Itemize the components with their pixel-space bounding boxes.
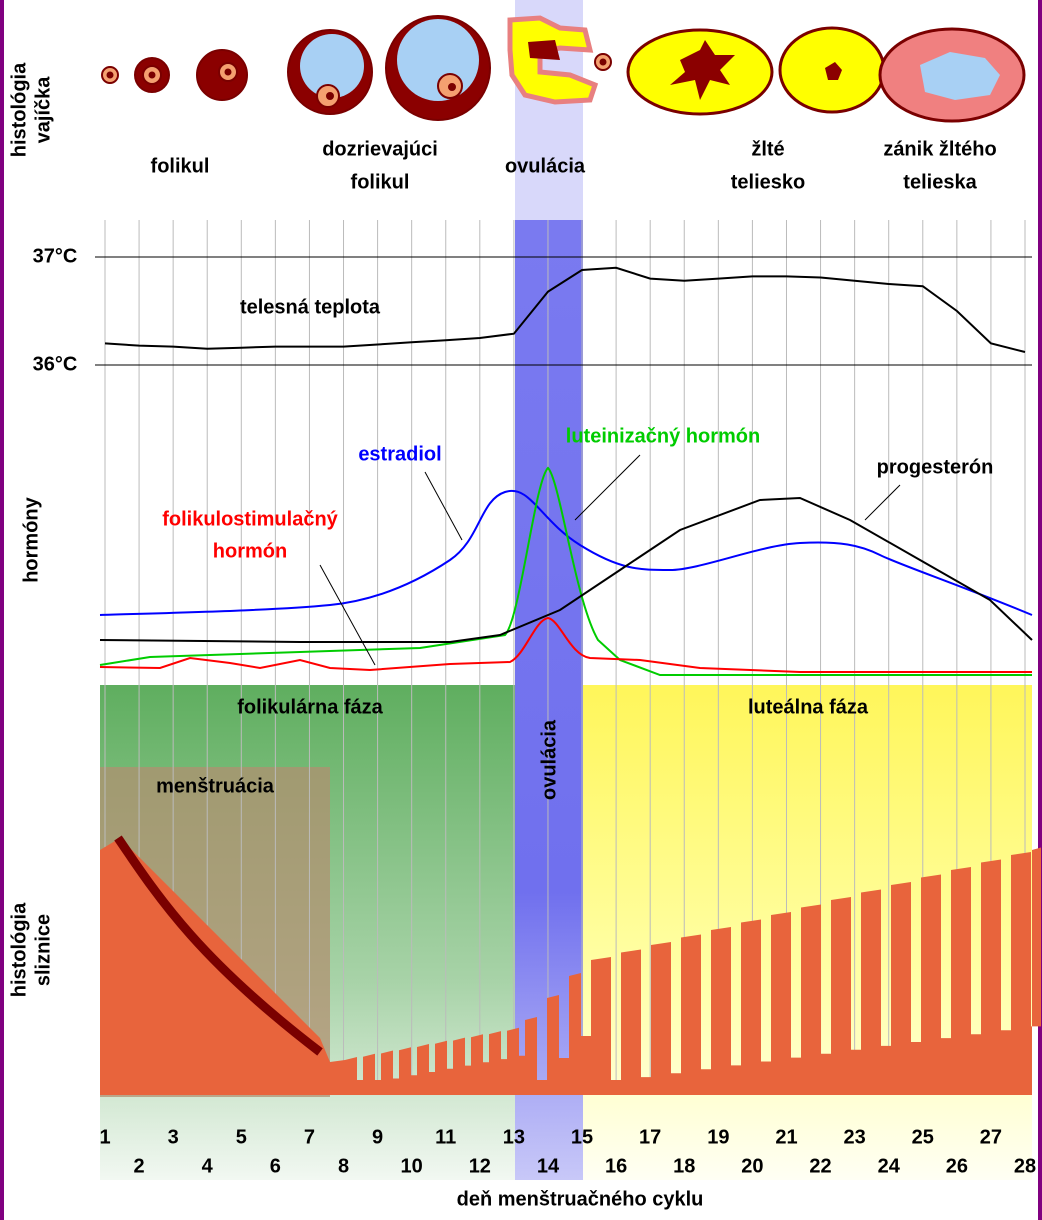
side-label: histológia vajíčka bbox=[8, 62, 54, 157]
lh-curve bbox=[99, 466, 1032, 676]
estradiol-curve bbox=[99, 489, 1033, 616]
x-tick-label: 21 bbox=[775, 1126, 797, 1148]
side-label: hormóny bbox=[20, 496, 42, 582]
side-label-line: histológia bbox=[8, 902, 30, 997]
x-tick-label: 19 bbox=[707, 1126, 729, 1148]
egg-histology bbox=[101, 15, 1026, 123]
phase-label: menštruácia bbox=[156, 775, 275, 797]
side-label: histológia sliznice bbox=[8, 902, 54, 997]
x-tick-label: 1 bbox=[99, 1126, 110, 1148]
egg-stage-label: žlté bbox=[751, 138, 784, 160]
x-tick-label: 27 bbox=[980, 1126, 1002, 1148]
hormone-label: progesterón bbox=[877, 456, 994, 478]
x-tick-label: 4 bbox=[202, 1155, 214, 1177]
egg-stage-label: teliesko bbox=[731, 171, 805, 193]
fsh-curve bbox=[99, 616, 1032, 673]
phase-label: luteálna fáza bbox=[748, 696, 869, 718]
pointers bbox=[319, 454, 901, 666]
x-tick-label: 15 bbox=[571, 1126, 593, 1148]
border bbox=[1038, 0, 1042, 1220]
x-tick-label: 2 bbox=[134, 1155, 145, 1177]
phase-label: folikulárna fáza bbox=[237, 696, 383, 718]
x-tick-label: 28 bbox=[1014, 1155, 1036, 1177]
phase-label: ovulácia bbox=[538, 719, 560, 800]
x-tick-label: 22 bbox=[809, 1155, 831, 1177]
x-tick-label: 13 bbox=[503, 1126, 525, 1148]
egg-stage-label: folikul bbox=[351, 171, 410, 193]
x-tick-label: 9 bbox=[372, 1126, 383, 1148]
y-tick-label: 37°C bbox=[33, 245, 78, 267]
x-tick-label: 6 bbox=[270, 1155, 281, 1177]
temperature-label: telesná teplota bbox=[240, 296, 381, 318]
x-tick-label: 26 bbox=[946, 1155, 968, 1177]
side-label-line: sliznice bbox=[32, 914, 54, 986]
hormone-label: folikulostimulačný bbox=[162, 508, 338, 530]
temperature-curve bbox=[104, 266, 1026, 353]
hormone-label: estradiol bbox=[358, 443, 441, 465]
x-tick-label: 12 bbox=[469, 1155, 491, 1177]
x-tick-label: 24 bbox=[878, 1155, 901, 1177]
x-tick-label: 11 bbox=[435, 1126, 456, 1148]
x-tick-label: 8 bbox=[338, 1155, 349, 1177]
x-tick-label: 25 bbox=[912, 1126, 934, 1148]
egg-stage-label: dozrievajúci bbox=[322, 138, 438, 160]
hormone-label: luteinizačný hormón bbox=[566, 425, 760, 447]
egg-stage-label: zánik žltého bbox=[883, 138, 996, 160]
egg-stage-label: telieska bbox=[903, 171, 977, 193]
side-label-line: histológia bbox=[8, 62, 30, 157]
endometrium bbox=[100, 838, 1041, 1095]
x-tick-label: 16 bbox=[605, 1155, 627, 1177]
side-label-line: hormóny bbox=[20, 496, 42, 582]
x-tick-label: 17 bbox=[639, 1126, 661, 1148]
y-tick-label: 36°C bbox=[33, 353, 78, 375]
shedding-layer bbox=[114, 835, 323, 1056]
border bbox=[0, 0, 4, 1220]
x-tick-label: 14 bbox=[537, 1155, 560, 1177]
x-tick-label: 5 bbox=[236, 1126, 247, 1148]
x-tick-label: 20 bbox=[741, 1155, 763, 1177]
x-tick-label: 7 bbox=[304, 1126, 315, 1148]
side-label-line: vajíčka bbox=[32, 76, 54, 144]
hormone-curves bbox=[99, 454, 1033, 676]
x-tick-label: 18 bbox=[673, 1155, 695, 1177]
x-axis-title: deň menštruačného cyklu bbox=[457, 1188, 704, 1210]
x-tick-label: 3 bbox=[168, 1126, 179, 1148]
x-tick-label: 23 bbox=[844, 1126, 866, 1148]
x-tick-label: 10 bbox=[401, 1155, 423, 1177]
egg-stage-label: folikul bbox=[151, 155, 210, 177]
hormone-label: hormón bbox=[213, 540, 287, 562]
progesterone-curve bbox=[99, 496, 1033, 643]
egg-stage-label: ovulácia bbox=[505, 155, 586, 177]
